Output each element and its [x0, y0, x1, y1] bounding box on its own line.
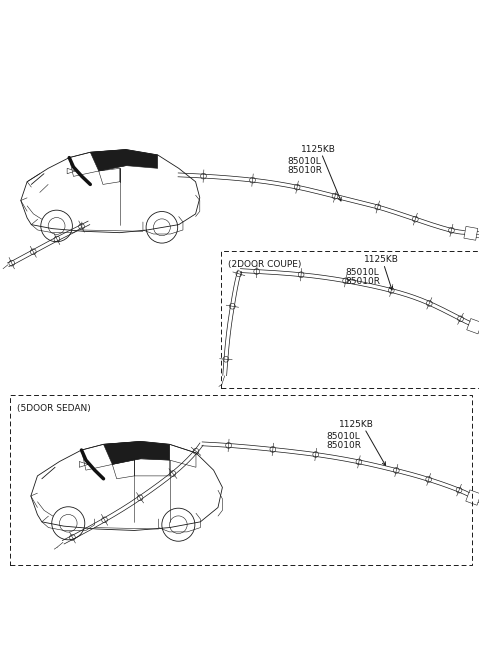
Text: 1125KB: 1125KB [338, 420, 373, 429]
Text: 85010L: 85010L [288, 157, 322, 167]
Text: (5DOOR SEDAN): (5DOOR SEDAN) [17, 403, 91, 413]
Text: 85010R: 85010R [288, 167, 323, 175]
Bar [221, 251, 480, 388]
Text: (2DOOR COUPE): (2DOOR COUPE) [228, 260, 301, 269]
Text: 85010R: 85010R [326, 441, 361, 450]
Text: 85010R: 85010R [345, 277, 380, 286]
Bar [10, 395, 472, 565]
Polygon shape [90, 150, 157, 171]
Text: 1125KB: 1125KB [364, 255, 399, 264]
Text: 1125KB: 1125KB [301, 145, 336, 154]
Polygon shape [104, 441, 169, 464]
Text: 85010L: 85010L [345, 268, 379, 277]
Text: 85010L: 85010L [326, 432, 360, 441]
